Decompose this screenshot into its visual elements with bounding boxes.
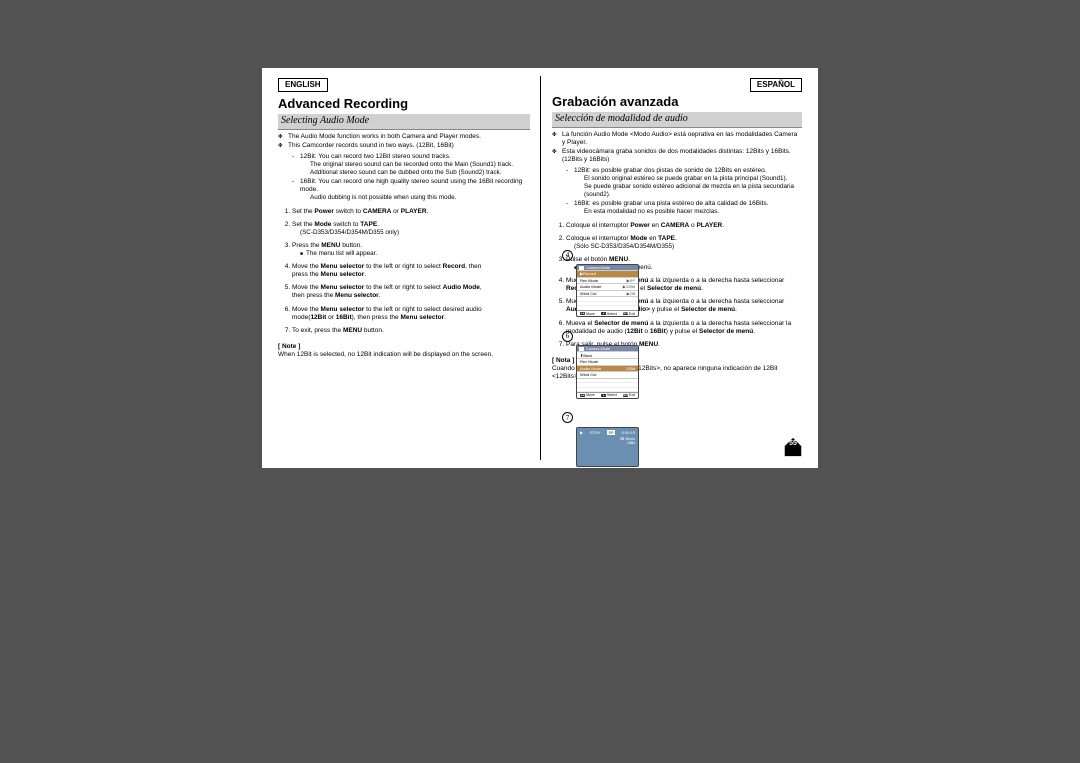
page-number-badge: 55 [782,436,804,458]
cassette-icon: 🎞 [620,437,624,441]
camera-icon [579,266,584,270]
step: Set the Mode switch to TAPE.(SC-D353/D35… [292,221,488,237]
title-right: Grabación avanzada [552,94,802,110]
step: Move the Menu selector to the left or ri… [292,263,488,279]
step: Move the Menu selector to the left or ri… [292,284,488,300]
tape-icon: ▶ [580,430,583,435]
step-marker-4-icon: 4 [562,250,573,261]
menu-icon: MENU [623,312,628,315]
lcd-screen-6: Camera Mode ⬆Back Rec Mode Audio Mode12B… [576,345,639,398]
note-text-left: When 12Bit is selected, no 12Bit indicat… [278,351,530,359]
move-icon: ◄► [580,312,585,315]
lcd-row: ⬆Back [577,351,638,358]
diagram-block-6: 6 Camera Mode ⬆Back Rec Mode Audio Mode1… [562,325,642,398]
diagram-block-4: 4 Camera Mode ▶Record Rec Mode▶SP Audio … [562,244,642,317]
lcd-footer: ◄►Move ●Select MENUExit [577,310,638,316]
step: To exit, press the MENU button. [292,327,488,335]
column-divider [540,76,541,460]
menu-icon: MENU [623,394,628,397]
intro-bullets-left: The Audio Mode function works in both Ca… [278,133,530,202]
sub-bullet: 12Bit: es posible grabar dos pistas de s… [574,167,802,199]
sub-bullet: 12Bit: You can record two 12Bit stereo s… [300,153,530,177]
diagram-block-7: 7 ▶ STBY SP 0:00:10 🎞 60min 16Bit [562,407,642,467]
bullet: Esta videocámara graba sonidos de dos mo… [562,148,802,216]
steps-left: Set the Power switch to CAMERA or PLAYER… [278,208,488,335]
step: Move the Menu selector to the left or ri… [292,306,488,322]
lcd-row: Rec Mode [577,358,638,365]
diagram-column: 4 Camera Mode ▶Record Rec Mode▶SP Audio … [562,244,642,467]
lcd-footer: ◄►Move ●Select MENUExit [577,392,638,398]
bullet: La función Audio Mode <Modo Audio> está … [562,131,802,147]
lcd-row: ▶Record [577,270,638,277]
lcd-row: Audio Mode12Bit [577,365,638,372]
move-icon: ◄► [580,394,585,397]
left-column: ENGLISH Advanced Recording Selecting Aud… [272,78,540,458]
bullet: This Camcorder records sound in two ways… [288,142,530,202]
subtitle-right: Selección de modalidad de audio [552,112,802,128]
step: Press the MENU button.The menu list will… [292,242,488,258]
step: Set the Power switch to CAMERA or PLAYER… [292,208,488,216]
step-marker-7-icon: 7 [562,412,573,423]
intro-bullets-right: La función Audio Mode <Modo Audio> está … [552,131,802,216]
sub-bullet: 16Bit: You can record one high quality s… [300,178,530,202]
lcd-row: Audio Mode▶12Bit [577,283,638,290]
manual-page: ENGLISH Advanced Recording Selecting Aud… [262,68,818,468]
step-marker-6-icon: 6 [562,331,573,342]
title-left: Advanced Recording [278,96,530,112]
lang-label-spanish: ESPAÑOL [750,78,802,92]
lcd-screen-4: Camera Mode ▶Record Rec Mode▶SP Audio Mo… [576,264,639,317]
lcd-row: Wind Cut [577,371,638,378]
note-label-left: [ Note ] [278,343,530,351]
lcd-row: Rec Mode▶SP [577,277,638,284]
camera-icon [579,347,584,351]
lang-label-english: ENGLISH [278,78,328,92]
subtitle-left: Selecting Audio Mode [278,114,530,130]
lcd-row: Wind Cut▶Off [577,290,638,297]
sub-bullet: 16Bit: es posible grabar una pista estér… [574,200,802,216]
step: Coloque el interruptor Power en CAMERA o… [566,222,802,230]
select-icon: ● [601,312,606,315]
lcd-screen-7: ▶ STBY SP 0:00:10 🎞 60min 16Bit [576,427,639,467]
bullet: The Audio Mode function works in both Ca… [288,133,530,141]
select-icon: ● [601,394,606,397]
